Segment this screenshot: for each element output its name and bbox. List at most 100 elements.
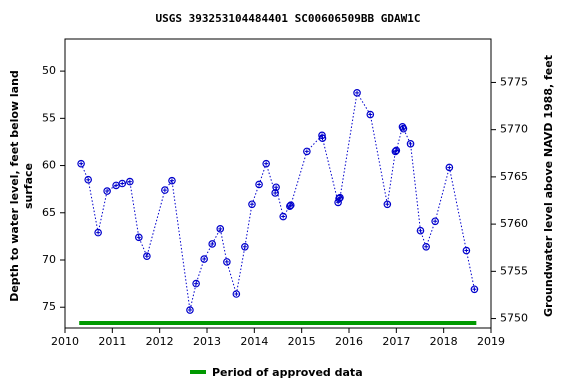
marker-circle (431, 217, 439, 226)
marker-cross (144, 254, 149, 259)
data-point (286, 201, 295, 210)
marker-circle (272, 183, 280, 192)
marker-circle (192, 279, 200, 288)
marker-cross (202, 257, 207, 262)
marker-cross (274, 185, 279, 190)
marker-cross (234, 292, 239, 296)
marker-circle (399, 124, 408, 133)
data-point (186, 306, 194, 314)
marker-cross (257, 182, 262, 187)
data-point (232, 290, 241, 298)
marker-circle (94, 228, 102, 237)
data-point (135, 233, 143, 242)
marker-cross (447, 165, 452, 170)
data-point (192, 279, 200, 288)
y2-tick-label: 5775 (500, 75, 528, 88)
marker-circle (168, 176, 176, 185)
data-point (84, 175, 92, 184)
marker-circle (232, 290, 241, 298)
data-point (271, 189, 279, 197)
marker-cross (320, 136, 325, 141)
marker-cross (264, 161, 269, 166)
data-point (353, 89, 361, 97)
data-point (318, 134, 327, 142)
marker-cross (169, 178, 174, 183)
data-point (112, 181, 120, 190)
marker-cross (472, 287, 477, 292)
chart-title: USGS 393253104484401 SC00606509BB GDAW1C (156, 12, 421, 25)
data-point (255, 180, 263, 189)
marker-cross (120, 181, 125, 186)
x-tick-label: 2018 (430, 335, 458, 348)
marker-cross (418, 228, 423, 233)
marker-cross (433, 219, 438, 224)
data-point (248, 200, 256, 209)
legend-label: Period of approved data (212, 366, 363, 379)
data-point (336, 193, 344, 202)
marker-cross (96, 230, 101, 235)
x-tick-label: 2013 (193, 335, 221, 348)
data-point (392, 146, 401, 155)
x-tick-label: 2012 (146, 335, 174, 348)
x-tick-label: 2016 (335, 335, 363, 348)
marker-cross (187, 308, 192, 313)
data-point (445, 163, 454, 172)
marker-cross (464, 248, 469, 253)
marker-cross (304, 149, 309, 154)
marker-cross (385, 202, 390, 207)
marker-circle (135, 233, 143, 242)
marker-circle (334, 198, 342, 207)
marker-circle (241, 242, 249, 251)
data-point (399, 124, 408, 133)
marker-cross (136, 235, 141, 240)
marker-circle (335, 194, 343, 203)
marker-circle (383, 200, 392, 209)
y-tick-label: 60 (42, 159, 56, 172)
marker-circle (271, 189, 279, 197)
marker-circle (422, 242, 430, 251)
marker-cross (194, 281, 199, 286)
marker-cross (394, 148, 399, 153)
marker-cross (162, 188, 167, 193)
marker-cross (242, 244, 247, 249)
marker-circle (126, 177, 134, 186)
marker-circle (200, 255, 208, 263)
data-line (80, 91, 475, 311)
marker-circle (255, 180, 263, 189)
data-point (168, 176, 176, 185)
data-point (161, 186, 169, 194)
marker-cross (86, 177, 91, 182)
marker-cross (355, 90, 360, 95)
data-point (200, 255, 208, 263)
x-tick-label: 2015 (288, 335, 316, 348)
marker-circle (103, 187, 111, 195)
marker-circle (161, 186, 169, 194)
marker-circle (84, 175, 92, 184)
data-point (216, 225, 225, 233)
data-point (272, 183, 280, 192)
marker-circle (303, 147, 311, 156)
data-point (77, 159, 85, 168)
marker-cross (105, 189, 110, 194)
marker-cross (368, 112, 373, 117)
data-point (383, 200, 392, 209)
y-tick-label: 50 (42, 64, 56, 77)
marker-circle (462, 246, 471, 255)
data-point (103, 187, 111, 195)
marker-cross (288, 203, 293, 208)
marker-cross (273, 190, 278, 195)
plot-frame (64, 38, 492, 329)
marker-circle (77, 159, 85, 168)
marker-circle (286, 201, 295, 210)
y2-tick-label: 5760 (500, 217, 528, 230)
marker-circle (186, 306, 194, 314)
y-tick-label: 70 (42, 253, 56, 266)
data-point (366, 110, 375, 119)
y-axis-label: surface (22, 163, 35, 209)
data-point (303, 147, 311, 156)
marker-circle (143, 252, 151, 261)
y-tick-label: 55 (42, 111, 56, 124)
y2-axis-label: Groundwater level above NAVD 1988, feet (542, 55, 555, 317)
x-tick-label: 2010 (51, 335, 79, 348)
y2-tick-label: 5750 (500, 312, 528, 325)
